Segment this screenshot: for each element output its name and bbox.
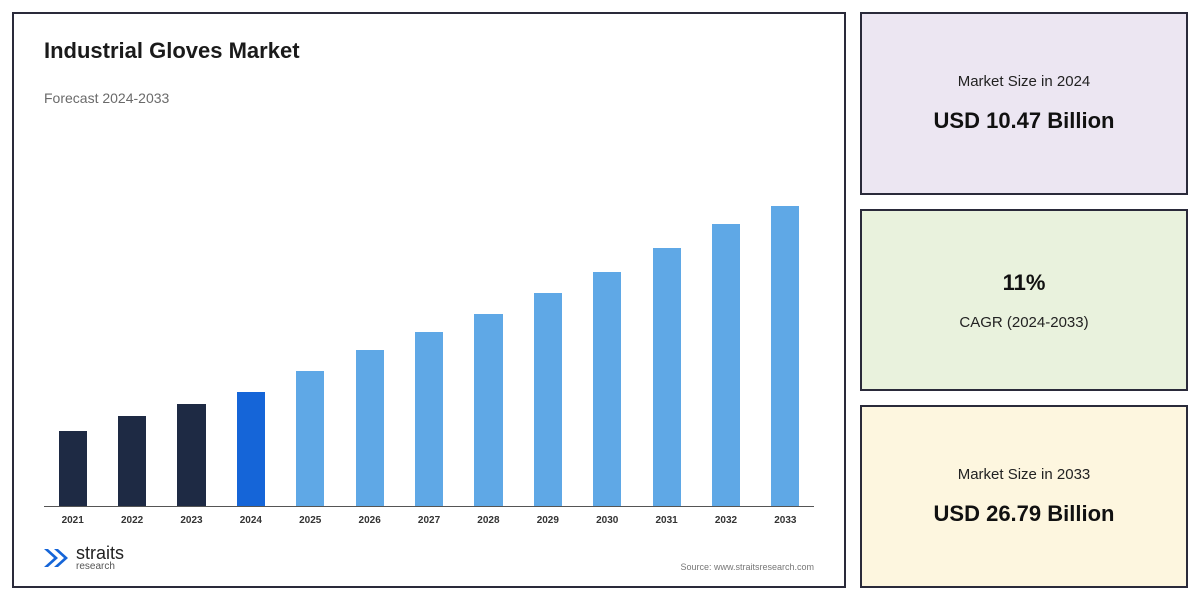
bar [534, 293, 562, 506]
bar-wrap [587, 116, 628, 506]
bar-chart [44, 116, 814, 507]
chart-panel: Industrial Gloves Market Forecast 2024-2… [12, 12, 846, 588]
x-axis-label: 2025 [290, 515, 331, 526]
x-axis-label: 2024 [230, 515, 271, 526]
bar [653, 248, 681, 506]
x-axis-label: 2032 [705, 515, 746, 526]
bar-wrap [468, 116, 509, 506]
bar-wrap [290, 116, 331, 506]
bar [474, 314, 502, 506]
x-axis-label: 2031 [646, 515, 687, 526]
x-axis-label: 2022 [111, 515, 152, 526]
bar-wrap [408, 116, 449, 506]
bar [415, 332, 443, 506]
bar [771, 206, 799, 506]
card-market-size-2024: Market Size in 2024 USD 10.47 Billion [860, 12, 1188, 195]
card-label: CAGR (2024-2033) [959, 314, 1088, 331]
bar [593, 272, 621, 506]
bar-wrap [349, 116, 390, 506]
bar-wrap [171, 116, 212, 506]
bar [356, 350, 384, 506]
logo-sub: research [76, 562, 124, 572]
bar-wrap [646, 116, 687, 506]
x-axis-label: 2028 [468, 515, 509, 526]
main-container: Industrial Gloves Market Forecast 2024-2… [0, 0, 1200, 600]
x-axis-label: 2026 [349, 515, 390, 526]
bar-wrap [111, 116, 152, 506]
bar [118, 416, 146, 506]
bar-wrap [765, 116, 806, 506]
card-value: 11% [1003, 270, 1046, 296]
bar [712, 224, 740, 506]
bar-wrap [527, 116, 568, 506]
brand-logo: straits research [44, 544, 124, 572]
chart-title: Industrial Gloves Market [44, 38, 814, 64]
bar [177, 404, 205, 506]
bar-wrap [230, 116, 271, 506]
chart-footer: straits research Source: www.straitsrese… [44, 544, 814, 576]
x-axis-label: 2021 [52, 515, 93, 526]
x-axis-label: 2030 [587, 515, 628, 526]
card-label: Market Size in 2024 [958, 73, 1091, 90]
chart-subtitle: Forecast 2024-2033 [44, 90, 814, 106]
bar-wrap [52, 116, 93, 506]
bar [59, 431, 87, 506]
card-cagr: 11% CAGR (2024-2033) [860, 209, 1188, 392]
source-text: Source: www.straitsresearch.com [680, 562, 814, 572]
chevron-icon [44, 545, 72, 571]
side-cards: Market Size in 2024 USD 10.47 Billion 11… [860, 12, 1188, 588]
x-axis-label: 2033 [765, 515, 806, 526]
card-market-size-2033: Market Size in 2033 USD 26.79 Billion [860, 405, 1188, 588]
x-axis-label: 2023 [171, 515, 212, 526]
x-axis-label: 2029 [527, 515, 568, 526]
x-axis-labels: 2021 2022 2023 2024 2025 2026 2027 2028 2029 2030… [44, 507, 814, 526]
card-value: USD 26.79 Billion [934, 501, 1115, 527]
logo-brand: straits [76, 544, 124, 562]
bar [296, 371, 324, 506]
bar [237, 392, 265, 506]
x-axis-label: 2027 [408, 515, 449, 526]
logo-text: straits research [76, 544, 124, 572]
card-label: Market Size in 2033 [958, 466, 1091, 483]
bar-wrap [705, 116, 746, 506]
card-value: USD 10.47 Billion [934, 108, 1115, 134]
